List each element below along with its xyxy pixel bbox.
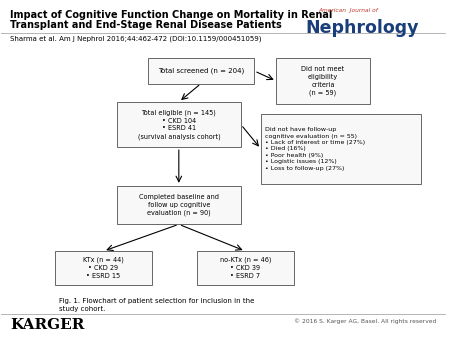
FancyBboxPatch shape [197,251,294,285]
Text: Total eligible (n = 145)
• CKD 104
• ESRD 41
(survival analysis cohort): Total eligible (n = 145) • CKD 104 • ESR… [138,110,220,140]
FancyBboxPatch shape [117,186,241,224]
Text: no-KTx (n = 46)
• CKD 39
• ESRD 7: no-KTx (n = 46) • CKD 39 • ESRD 7 [220,257,271,279]
Text: Impact of Cognitive Function Change on Mortality in Renal: Impact of Cognitive Function Change on M… [10,10,333,20]
Text: © 2016 S. Karger AG, Basel. All rights reserved: © 2016 S. Karger AG, Basel. All rights r… [294,318,436,324]
Text: Did not have follow-up
cognitive evaluation (n = 55)
• Lack of interest or time : Did not have follow-up cognitive evaluat… [266,127,365,171]
Text: Total screened (n = 204): Total screened (n = 204) [158,68,244,74]
FancyBboxPatch shape [276,58,369,104]
FancyBboxPatch shape [148,58,254,83]
Text: Transplant and End-Stage Renal Disease Patients: Transplant and End-Stage Renal Disease P… [10,20,282,30]
Text: American  Journal of: American Journal of [319,8,378,13]
Text: Nephrology: Nephrology [305,19,419,37]
Text: KTx (n = 44)
• CKD 29
• ESRD 15: KTx (n = 44) • CKD 29 • ESRD 15 [83,257,124,279]
FancyBboxPatch shape [117,102,241,147]
Text: Sharma et al. Am J Nephrol 2016;44:462-472 (DOI:10.1159/000451059): Sharma et al. Am J Nephrol 2016;44:462-4… [10,35,262,42]
Text: KARGER: KARGER [10,318,85,332]
Text: Did not meet
eligibility
criteria
(n = 59): Did not meet eligibility criteria (n = 5… [302,66,345,96]
FancyBboxPatch shape [261,114,421,184]
Text: Fig. 1. Flowchart of patient selection for inclusion in the
study cohort.: Fig. 1. Flowchart of patient selection f… [59,298,254,312]
Text: Completed baseline and
follow up cognitive
evaluation (n = 90): Completed baseline and follow up cogniti… [139,194,219,216]
FancyBboxPatch shape [54,251,152,285]
